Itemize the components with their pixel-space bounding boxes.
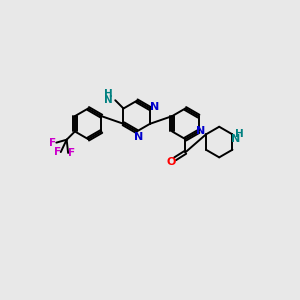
Text: N: N [104, 95, 113, 105]
Text: N: N [196, 126, 206, 136]
Text: F: F [49, 138, 56, 148]
Text: O: O [167, 158, 176, 167]
Text: H: H [235, 129, 243, 140]
Text: N: N [150, 102, 160, 112]
Text: N: N [231, 134, 240, 144]
Text: H: H [104, 89, 113, 99]
Text: F: F [68, 148, 75, 158]
Text: F: F [54, 147, 61, 157]
Text: N: N [134, 132, 143, 142]
